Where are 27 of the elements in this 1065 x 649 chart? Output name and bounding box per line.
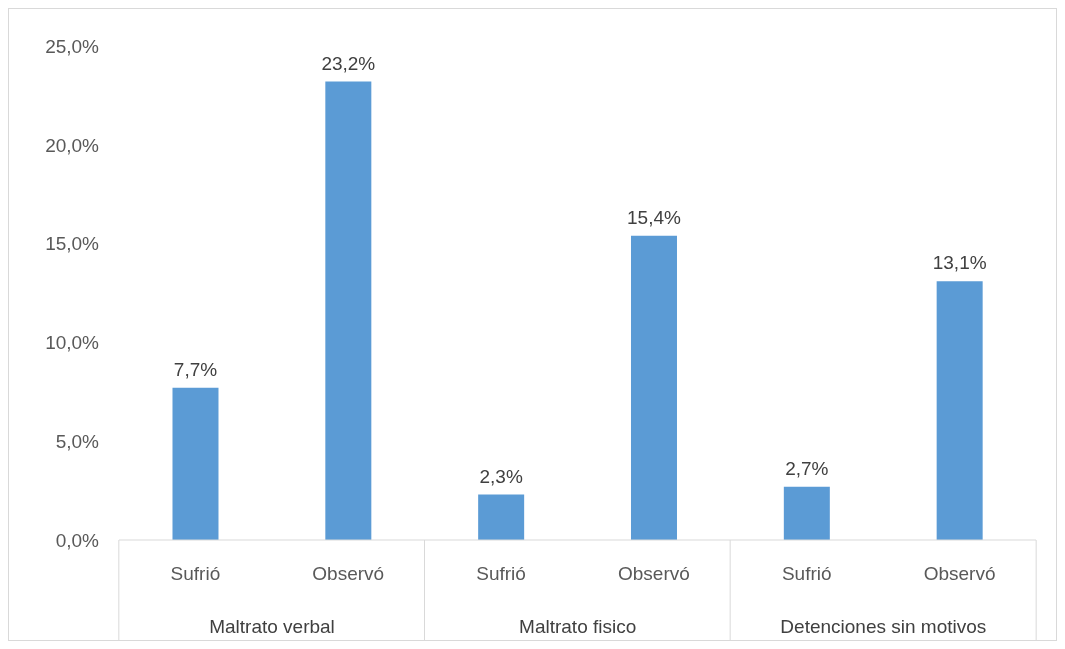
x-tick-label: Observó — [618, 563, 690, 584]
data-label: 7,7% — [173, 358, 218, 380]
y-tick-label: 0,0% — [55, 529, 100, 551]
y-tick-label: 15,0% — [45, 233, 100, 255]
bar — [783, 486, 830, 540]
x-tick-label: Observó — [923, 563, 996, 584]
text: Maltrato verbal — [209, 616, 335, 637]
bar — [936, 281, 983, 540]
x-tick-label: Sufrió — [781, 563, 832, 584]
bar — [172, 387, 219, 540]
y-tick-label: 5,0% — [55, 430, 100, 452]
data-label: 2,7% — [785, 457, 829, 479]
x-tick-label: Sufrió — [476, 563, 526, 584]
bar — [630, 235, 677, 540]
text: Maltrato fisico — [519, 616, 637, 637]
text: Detenciones sin motivos — [780, 616, 987, 637]
data-label: 2,3% — [479, 465, 523, 487]
data-label: 13,1% — [932, 252, 987, 274]
y-tick-label: 25,0% — [45, 35, 100, 57]
data-label: 15,4% — [627, 206, 682, 228]
data-label: 23,2% — [321, 52, 376, 74]
bar — [325, 81, 372, 540]
y-tick-label: 10,0% — [45, 332, 100, 354]
x-tick-label: Observó — [312, 563, 385, 584]
x-tick-label: Sufrió — [170, 563, 221, 584]
y-tick-label: 20,0% — [45, 134, 100, 156]
bar — [478, 494, 525, 540]
